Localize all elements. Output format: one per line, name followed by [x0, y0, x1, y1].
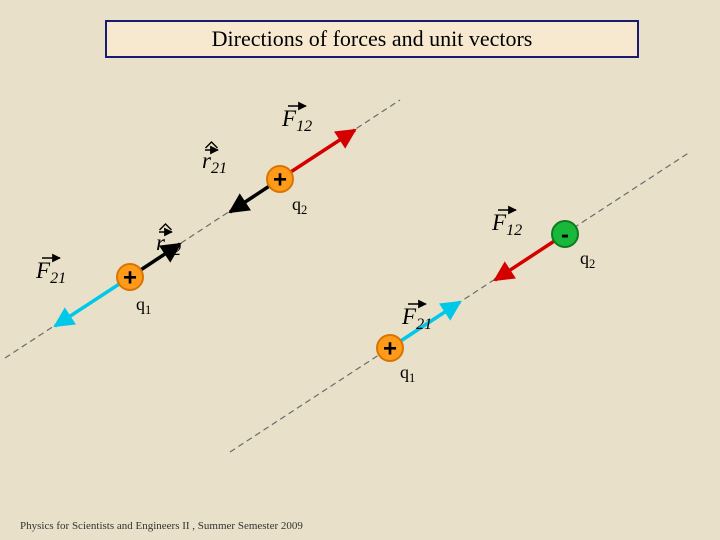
- svg-text:q1: q1: [136, 294, 151, 317]
- svg-text:+: +: [123, 265, 137, 292]
- svg-text:r21: r21: [202, 148, 227, 177]
- svg-text:+: +: [273, 167, 287, 194]
- svg-text:F12: F12: [491, 210, 522, 239]
- svg-text:r12: r12: [156, 230, 181, 259]
- svg-text:q2: q2: [580, 248, 595, 271]
- svg-text:+: +: [383, 336, 397, 363]
- diagram-svg: F21F12r21r12+q1+q2F21F12+q1-q2: [0, 0, 720, 540]
- svg-text:q1: q1: [400, 362, 415, 385]
- svg-text:F21: F21: [401, 304, 432, 333]
- svg-text:F21: F21: [35, 258, 66, 287]
- svg-text:F12: F12: [281, 106, 312, 135]
- svg-text:-: -: [561, 222, 569, 249]
- svg-text:q2: q2: [292, 194, 307, 217]
